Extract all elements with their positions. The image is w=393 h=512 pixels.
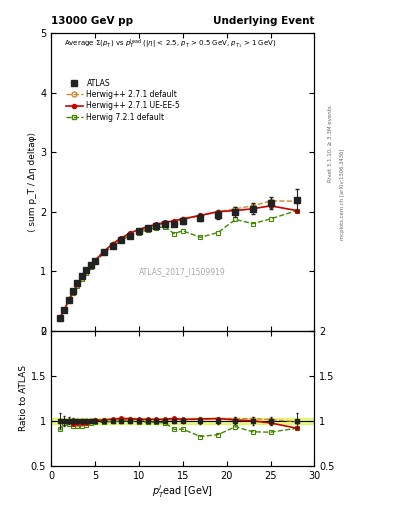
Text: Rivet 3.1.10, ≥ 3.3M events: Rivet 3.1.10, ≥ 3.3M events <box>328 105 333 182</box>
Text: Average $\Sigma(p_T)$ vs $p_T^{\rm lead}$ ($|\eta|$ < 2.5, $p_T$ > 0.5 GeV, $p_{: Average $\Sigma(p_T)$ vs $p_T^{\rm lead}… <box>64 38 277 51</box>
Bar <box>51 418 314 424</box>
Text: 13000 GeV pp: 13000 GeV pp <box>51 16 133 26</box>
Text: mcplots.cern.ch [arXiv:1306.3436]: mcplots.cern.ch [arXiv:1306.3436] <box>340 149 345 240</box>
X-axis label: $p_T^l$ead [GeV]: $p_T^l$ead [GeV] <box>152 483 213 500</box>
Y-axis label: Ratio to ATLAS: Ratio to ATLAS <box>19 366 28 431</box>
Y-axis label: ⟨ sum p_T / Δη deltaφ⟩: ⟨ sum p_T / Δη deltaφ⟩ <box>28 132 37 232</box>
Legend: ATLAS, Herwig++ 2.7.1 default, Herwig++ 2.7.1 UE-EE-5, Herwig 7.2.1 default: ATLAS, Herwig++ 2.7.1 default, Herwig++ … <box>63 76 183 125</box>
Text: Underlying Event: Underlying Event <box>213 16 314 26</box>
Text: ATLAS_2017_I1509919: ATLAS_2017_I1509919 <box>140 267 226 276</box>
